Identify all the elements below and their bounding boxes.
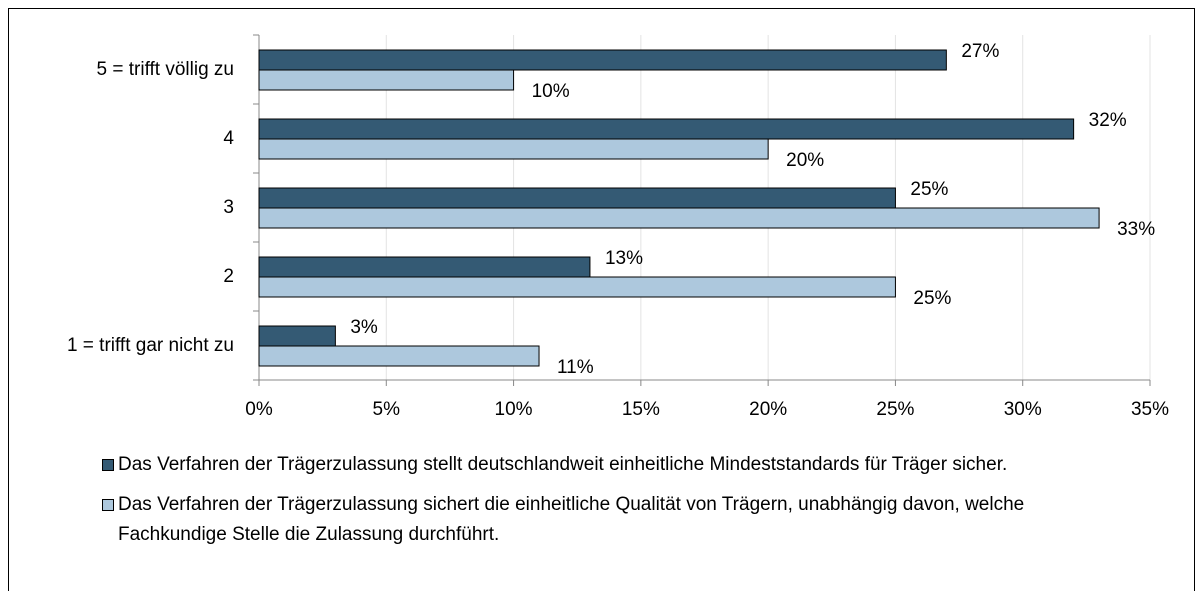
frame bbox=[8, 8, 1195, 591]
x-tick-label: 15% bbox=[622, 399, 660, 420]
bar bbox=[258, 207, 1100, 229]
legend-item: Das Verfahren der Trägerzulassung sicher… bbox=[100, 490, 1130, 550]
y-tick-label: 4 bbox=[223, 128, 234, 149]
y-tick-label: 2 bbox=[223, 266, 234, 287]
x-tick-label: 10% bbox=[495, 399, 533, 420]
x-tick-label: 0% bbox=[245, 399, 273, 420]
x-tick-label: 30% bbox=[1004, 399, 1042, 420]
bar bbox=[258, 276, 896, 298]
data-label: 13% bbox=[605, 248, 643, 269]
data-label: 25% bbox=[913, 288, 951, 309]
data-label: 25% bbox=[910, 179, 948, 200]
legend-item: Das Verfahren der Trägerzulassung stellt… bbox=[100, 450, 1130, 480]
legend-label: Das Verfahren der Trägerzulassung sicher… bbox=[118, 494, 1025, 545]
x-tick-label: 5% bbox=[373, 399, 401, 420]
bar bbox=[258, 138, 769, 160]
y-tick-label: 3 bbox=[223, 197, 234, 218]
legend-swatch bbox=[102, 459, 114, 471]
data-label: 32% bbox=[1089, 110, 1127, 131]
bar bbox=[258, 256, 591, 278]
x-tick-label: 20% bbox=[749, 399, 787, 420]
bar bbox=[258, 187, 896, 209]
legend: Das Verfahren der Trägerzulassung stellt… bbox=[100, 450, 1130, 560]
data-label: 11% bbox=[557, 357, 594, 378]
data-label: 33% bbox=[1117, 219, 1155, 240]
bar bbox=[258, 49, 947, 71]
x-tick-label: 35% bbox=[1131, 399, 1169, 420]
y-tick-label: 1 = trifft gar nicht zu bbox=[67, 335, 234, 356]
x-tick-label: 25% bbox=[876, 399, 914, 420]
data-label: 27% bbox=[961, 41, 999, 62]
bar bbox=[258, 345, 540, 367]
bar bbox=[258, 325, 336, 347]
legend-label: Das Verfahren der Trägerzulassung stellt… bbox=[118, 454, 1008, 475]
data-label: 3% bbox=[350, 317, 378, 338]
bar bbox=[258, 118, 1075, 140]
bar bbox=[258, 69, 515, 91]
data-label: 10% bbox=[532, 81, 570, 102]
y-tick-label: 5 = trifft völlig zu bbox=[97, 59, 234, 80]
data-label: 20% bbox=[786, 150, 824, 171]
legend-swatch bbox=[102, 499, 114, 511]
